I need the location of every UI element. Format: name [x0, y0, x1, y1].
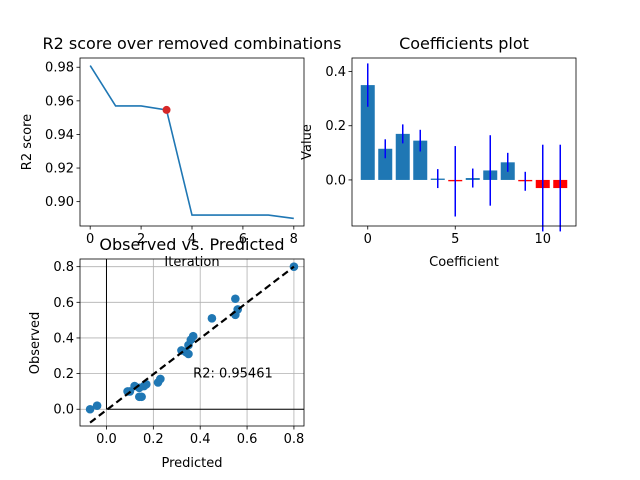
scatter-y-tick-label: 0.6: [53, 296, 74, 311]
scatter-r2-annotation: R2: 0.95461: [193, 367, 273, 382]
coef-bar: [378, 148, 393, 180]
scatter-y-tick-label: 0.8: [53, 260, 74, 275]
observed-predicted-scatter: 0.0 0.2 0.4 0.6 0.8 0.0 0.2 0.4 0.6 0.8 R2: 0.954…: [28, 235, 305, 471]
coef-bar: [395, 133, 410, 180]
coef-x-axis-label: Coefficient: [429, 255, 499, 270]
scatter-x-tick-label: 0.0: [96, 432, 117, 447]
r2-chart-title: R2 score over removed combinations: [43, 34, 342, 53]
scatter-point: [85, 404, 95, 414]
r2-y-tick-label: 0.90: [45, 195, 74, 210]
scatter-point: [137, 392, 146, 402]
coef-bar: [413, 140, 428, 180]
r2-x-tick-label: 6: [239, 232, 247, 247]
coef-plot-frame: [351, 57, 577, 227]
scatter-x-tick-label: 0.2: [143, 432, 164, 447]
coef-x-tick-label: 10: [534, 232, 551, 247]
r2-y-tick-label: 0.92: [45, 162, 74, 177]
scatter-chart-title: Observed vs. Predicted: [99, 235, 284, 254]
scatter-x-tick-label: 0.6: [237, 432, 258, 447]
r2-x-tick-label: 8: [290, 232, 298, 247]
r2-x-tick-label: 4: [188, 232, 196, 247]
coef-y-tick-label: 0.0: [325, 173, 346, 188]
scatter-point: [207, 314, 217, 323]
r2-x-tick-label: 0: [86, 232, 94, 247]
coefficients-bar-chart: Coefficients plot Coefficient Value 0 5 10…: [300, 34, 577, 270]
r2-y-tick-label: 0.98: [45, 61, 74, 76]
coef-bar: [360, 85, 375, 180]
scatter-y-tick-label: 0.2: [53, 367, 74, 382]
scatter-point: [188, 331, 198, 341]
coef-x-tick-label: 5: [451, 232, 459, 247]
coef-y-axis-label: Value: [300, 124, 315, 160]
r2-line-chart: R2 score over removed combinations Itera…: [20, 34, 341, 270]
r2-y-tick-label: 0.96: [45, 94, 74, 109]
r2-y-axis-label: R2 score: [20, 114, 35, 170]
scatter-y-axis-label: Observed: [28, 312, 43, 375]
scatter-point: [231, 294, 240, 304]
coef-chart-title: Coefficients plot: [399, 34, 529, 53]
coef-x-tick-label: 0: [364, 232, 372, 247]
scatter-x-tick-label: 0.8: [284, 432, 305, 447]
scatter-x-tick-label: 0.4: [190, 432, 211, 447]
scatter-point: [184, 349, 193, 359]
scatter-plot-frame: [79, 258, 305, 427]
scatter-y-tick-label: 0.4: [53, 331, 74, 346]
coef-y-tick-label: 0.2: [325, 119, 346, 134]
r2-x-tick-label: 2: [137, 232, 145, 247]
r2-x-axis-label: Iteration: [164, 255, 219, 270]
coef-y-tick-label: 0.4: [325, 65, 346, 80]
r2-plot-frame: [79, 57, 305, 227]
scatter-x-axis-label: Predicted: [161, 456, 222, 471]
scatter-y-tick-label: 0.0: [53, 403, 74, 418]
r2-series-line: [89, 65, 294, 220]
r2-y-tick-label: 0.94: [45, 128, 74, 143]
scatter-point: [156, 374, 165, 384]
r2-highlight-point: [162, 105, 171, 114]
scatter-point: [92, 401, 102, 410]
scatter-fit-line: [89, 265, 295, 424]
